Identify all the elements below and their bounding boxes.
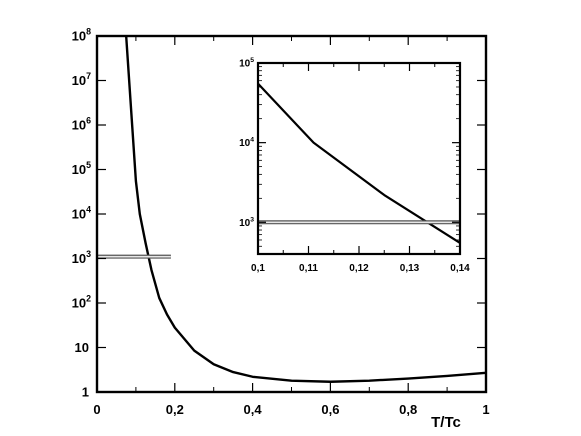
- x-tick-label: 1: [482, 402, 489, 417]
- inset-plot-background: [258, 63, 460, 254]
- inset-x-tick-label: 0,12: [349, 263, 369, 274]
- inset-series-curve: [257, 82, 461, 244]
- inset-x-tick-label: 0,13: [400, 263, 420, 274]
- inset-y-tick-label: 103: [239, 216, 254, 229]
- x-axis-title: T/Tc: [431, 414, 461, 431]
- y-tick-label: 10: [75, 340, 89, 355]
- inset-y-tick-label: 104: [239, 137, 254, 150]
- y-tick-label: 1: [82, 385, 89, 400]
- inset-plot: 0,1 0,11 0,12 0,13 0,14 103 104 105: [239, 57, 470, 274]
- inset-x-tick-label: 0,11: [299, 263, 318, 274]
- x-tick-label: 0: [93, 402, 100, 417]
- main-plot: 0 0,2 0,4 0,6 0,8 1 1 10 102 103 104 105 106 107 108 T/…: [72, 27, 490, 431]
- x-tick-label: 0,2: [166, 402, 184, 417]
- inset-y-tick-label: 105: [239, 57, 254, 70]
- x-tick-label: 0,6: [321, 402, 339, 417]
- y-tick-label: 105: [72, 160, 91, 177]
- y-tick-label: 106: [72, 116, 91, 133]
- y-tick-label: 103: [72, 249, 91, 266]
- inset-x-tick-label: 0,1: [251, 263, 265, 274]
- x-tick-label: 0,4: [244, 402, 263, 417]
- inset-x-tick-label: 0,14: [450, 263, 470, 274]
- y-tick-label: 104: [72, 205, 91, 222]
- y-tick-label: 102: [72, 294, 91, 311]
- y-tick-label: 107: [72, 71, 91, 88]
- series-curve: [124, 35, 487, 383]
- y-tick-label: 108: [72, 27, 91, 44]
- x-tick-label: 0,8: [399, 402, 417, 417]
